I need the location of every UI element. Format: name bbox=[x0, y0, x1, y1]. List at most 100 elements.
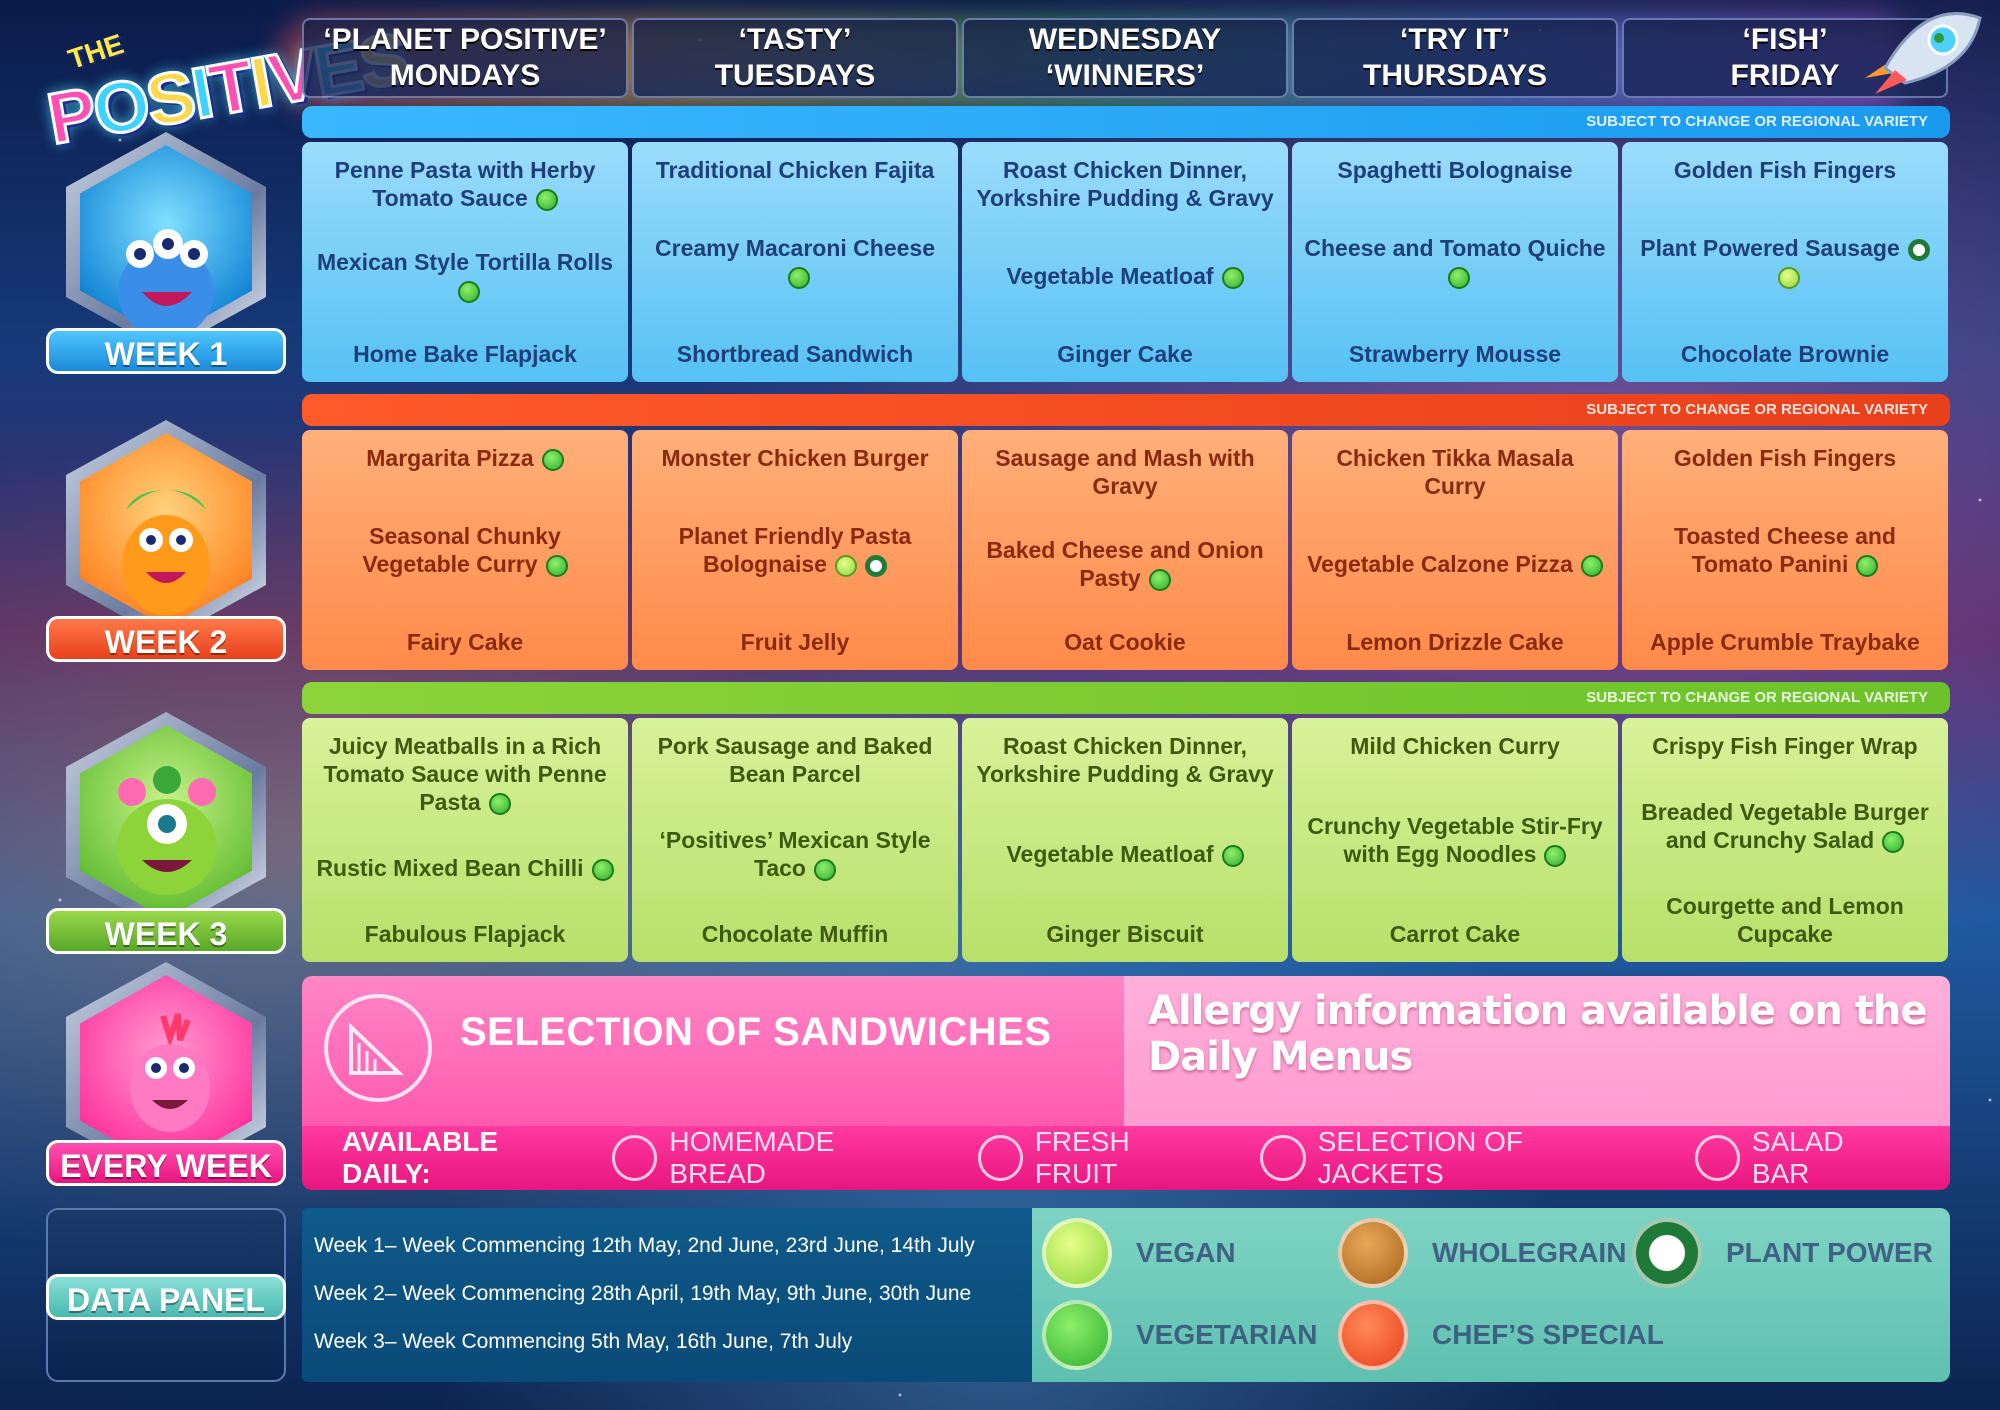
dish-name: Ginger Cake bbox=[1057, 341, 1193, 367]
vegetarian-icon bbox=[1148, 568, 1171, 591]
day-header-line1: WEDNESDAY bbox=[1028, 23, 1222, 56]
dish-name: Ginger Biscuit bbox=[1046, 921, 1204, 947]
week-2-label: WEEK 2 bbox=[46, 616, 286, 662]
week-3-notice-strip: SUBJECT TO CHANGE OR REGIONAL VARIETY bbox=[302, 682, 1950, 714]
key-label: CHEF’S SPECIAL bbox=[1432, 1319, 1664, 1350]
menu-item: Cheese and Tomato Quiche bbox=[1304, 234, 1606, 290]
dish-name: Golden Fish Fingers bbox=[1673, 157, 1897, 183]
menu-item: Spaghetti Bolognaise bbox=[1337, 156, 1572, 184]
dish-name: Margarita Pizza bbox=[366, 445, 534, 471]
plant-power-icon bbox=[1907, 238, 1930, 261]
daily-item-label: HOMEMADE BREAD bbox=[669, 1126, 835, 1189]
menu-item: Carrot Cake bbox=[1390, 920, 1520, 948]
dish-name: Fairy Cake bbox=[406, 629, 524, 655]
dish-name: Lemon Drizzle Cake bbox=[1346, 629, 1564, 655]
key-chefs-special: CHEF’S SPECIAL bbox=[1338, 1300, 1664, 1370]
key-label: VEGAN bbox=[1136, 1237, 1236, 1268]
menu-item: Roast Chicken Dinner, Yorkshire Pudding … bbox=[974, 156, 1276, 212]
vegetarian-icon bbox=[1544, 844, 1567, 867]
icon-key-panel: VEGAN WHOLEGRAIN PLANT POWER VEGETARIAN … bbox=[1032, 1208, 1950, 1382]
sandwich-icon bbox=[324, 994, 432, 1102]
available-daily-bar: AVAILABLE DAILY: HOMEMADE BREAD FRESH FR… bbox=[302, 1126, 1950, 1190]
dish-name: Cheese and Tomato Quiche bbox=[1304, 235, 1606, 261]
vegetarian-icon bbox=[1221, 844, 1244, 867]
dish-name: Monster Chicken Burger bbox=[661, 445, 929, 471]
jacket-potato-icon bbox=[1260, 1135, 1306, 1181]
menu-item: Mild Chicken Curry bbox=[1350, 732, 1560, 760]
dish-name: Chicken Tikka Masala Curry bbox=[1336, 445, 1574, 499]
key-label: WHOLEGRAIN bbox=[1432, 1237, 1627, 1268]
vegetarian-icon bbox=[458, 280, 480, 303]
menu-item: Vegetable Meatloaf bbox=[1006, 262, 1244, 290]
dish-name: Toasted Cheese and Tomato Panini bbox=[1674, 523, 1896, 577]
menu-item: Juicy Meatballs in a Rich Tomato Sauce w… bbox=[314, 732, 616, 816]
week-2-dates: Week 2– Week Commencing 28th April, 19th… bbox=[314, 1282, 972, 1305]
dish-name: Creamy Macaroni Cheese bbox=[655, 235, 935, 261]
dish-name: Vegetable Meatloaf bbox=[1006, 263, 1214, 289]
day-header-line1: ‘PLANET POSITIVE’ bbox=[323, 23, 607, 56]
menu-item: Chocolate Brownie bbox=[1681, 340, 1889, 368]
key-label: VEGETARIAN bbox=[1136, 1319, 1318, 1350]
day-header-monday: ‘PLANET POSITIVE’ MONDAYS bbox=[302, 18, 628, 98]
dish-name: Breaded Vegetable Burger and Crunchy Sal… bbox=[1641, 799, 1929, 853]
vegan-icon bbox=[1778, 266, 1800, 289]
menu-item: ‘Positives’ Mexican Style Taco bbox=[644, 826, 946, 882]
dish-name: Planet Friendly Pasta Bolognaise bbox=[678, 523, 912, 577]
menu-cell-week2-monday: Margarita Pizza Seasonal Chunky Vegetabl… bbox=[302, 430, 628, 670]
day-header-wednesday: WEDNESDAY ‘WINNERS’ bbox=[962, 18, 1288, 98]
dish-name: Courgette and Lemon Cupcake bbox=[1666, 893, 1904, 947]
available-daily-label: AVAILABLE DAILY: bbox=[342, 1126, 499, 1189]
fruit-icon bbox=[977, 1135, 1023, 1181]
menu-item: Creamy Macaroni Cheese bbox=[644, 234, 946, 290]
menu-item: Baked Cheese and Onion Pasty bbox=[974, 536, 1276, 592]
dish-name: ‘Positives’ Mexican Style Taco bbox=[659, 827, 931, 881]
dish-name: Crispy Fish Finger Wrap bbox=[1652, 733, 1918, 759]
week-2-badge: WEEK 2 bbox=[46, 420, 286, 690]
dish-name: Sausage and Mash with Gravy bbox=[995, 445, 1255, 499]
dish-name: Roast Chicken Dinner, Yorkshire Pudding … bbox=[976, 733, 1274, 787]
data-panel-label: DATA PANEL bbox=[46, 1274, 286, 1320]
menu-item: Shortbread Sandwich bbox=[677, 340, 913, 368]
vegan-icon bbox=[1042, 1218, 1112, 1288]
menu-cell-week2-thursday: Chicken Tikka Masala Curry Vegetable Cal… bbox=[1292, 430, 1618, 670]
sandwich-glyph bbox=[349, 1022, 404, 1075]
week-3-badge: WEEK 3 bbox=[46, 712, 286, 982]
week-dates-panel: Week 1– Week Commencing 12th May, 2nd Ju… bbox=[302, 1208, 1032, 1382]
dish-name: Mexican Style Tortilla Rolls bbox=[316, 249, 614, 275]
chefs-special-icon bbox=[1338, 1300, 1408, 1370]
menu-item: Vegetable Calzone Pizza bbox=[1307, 550, 1603, 578]
allergy-panel: Allergy information available on the Dai… bbox=[1124, 976, 1950, 1126]
daily-item-jackets: SELECTION OF JACKETS bbox=[1260, 1126, 1650, 1190]
menu-item: Traditional Chicken Fajita bbox=[656, 156, 935, 184]
dish-name: Strawberry Mousse bbox=[1348, 341, 1562, 367]
menu-cell-week1-wednesday: Roast Chicken Dinner, Yorkshire Pudding … bbox=[962, 142, 1288, 382]
menu-cell-week3-monday: Juicy Meatballs in a Rich Tomato Sauce w… bbox=[302, 718, 628, 962]
menu-cell-week1-tuesday: Traditional Chicken Fajita Creamy Macaro… bbox=[632, 142, 958, 382]
vegetarian-icon bbox=[541, 448, 564, 471]
pink-monster-icon bbox=[130, 1013, 210, 1132]
menu-item: Crispy Fish Finger Wrap bbox=[1652, 732, 1917, 760]
sandwich-panel: SELECTION OF SANDWICHES bbox=[302, 976, 1124, 1126]
menu-item: Pork Sausage and Baked Bean Parcel bbox=[644, 732, 946, 788]
vegetarian-icon bbox=[591, 858, 614, 881]
week-1-dates: Week 1– Week Commencing 12th May, 2nd Ju… bbox=[314, 1234, 975, 1257]
week-3-label: WEEK 3 bbox=[46, 908, 286, 954]
dish-name: Spaghetti Bolognaise bbox=[1337, 157, 1573, 183]
orange-monster-icon bbox=[122, 490, 210, 615]
menu-item: Golden Fish Fingers bbox=[1674, 444, 1896, 472]
dish-name: Fruit Jelly bbox=[740, 629, 850, 655]
menu-item: Margarita Pizza bbox=[366, 444, 564, 472]
vegan-icon bbox=[834, 554, 857, 577]
menu-item: Rustic Mixed Bean Chilli bbox=[316, 854, 614, 882]
vegetarian-icon bbox=[545, 554, 568, 577]
data-panel-badge: DATA PANEL bbox=[46, 1208, 286, 1382]
menu-item: Lemon Drizzle Cake bbox=[1346, 628, 1563, 656]
menu-cell-week2-tuesday: Monster Chicken Burger Planet Friendly P… bbox=[632, 430, 958, 670]
menu-cell-week1-monday: Penne Pasta with Herby Tomato Sauce Mexi… bbox=[302, 142, 628, 382]
menu-item: Breaded Vegetable Burger and Crunchy Sal… bbox=[1634, 798, 1936, 854]
dish-name: Fabulous Flapjack bbox=[364, 921, 566, 947]
day-header-line1: ‘TASTY’ bbox=[738, 23, 852, 56]
rocket-icon bbox=[1865, 12, 1982, 94]
vegetarian-icon bbox=[1221, 266, 1244, 289]
key-plant-power: PLANT POWER bbox=[1632, 1218, 1933, 1288]
